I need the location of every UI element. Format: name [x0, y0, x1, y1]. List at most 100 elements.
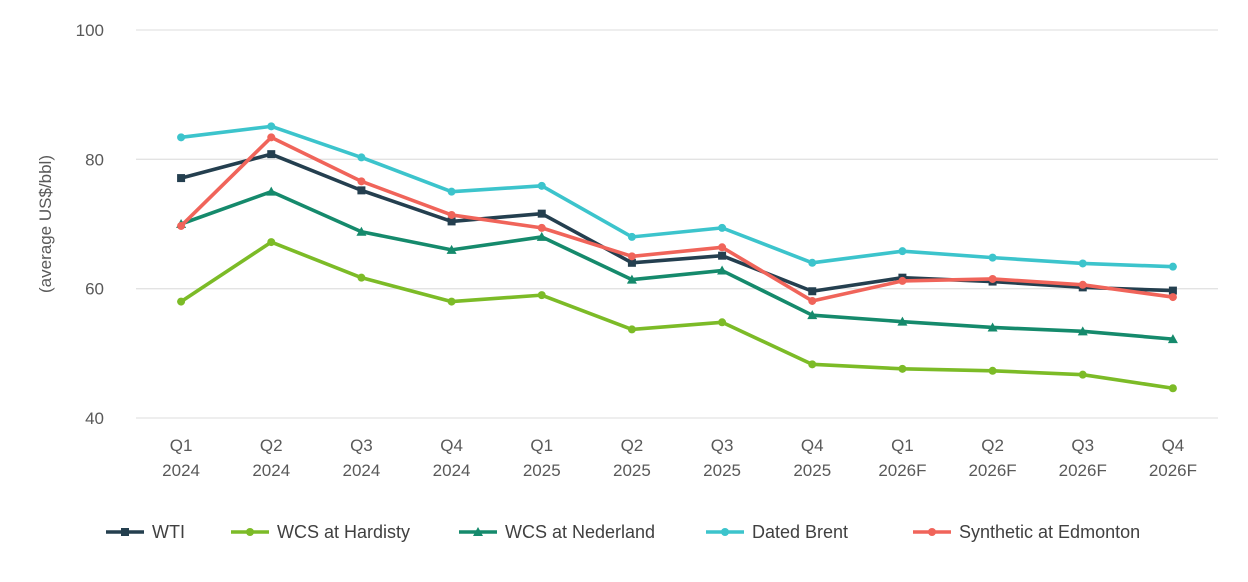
- data-point-wcs-at-hardisty: [808, 360, 817, 369]
- data-point-dated-brent: [627, 232, 636, 241]
- x-tick-label: Q2 2026F: [968, 436, 1016, 480]
- data-point-dated-brent: [357, 153, 366, 162]
- data-point-wcs-at-nederland: [1077, 326, 1088, 336]
- legend-marker: [721, 528, 729, 536]
- y-tick-label: 60: [85, 280, 104, 299]
- data-point-wcs-at-hardisty: [537, 291, 546, 300]
- data-point-wcs-at-hardisty: [357, 273, 366, 282]
- data-point-dated-brent: [267, 122, 276, 131]
- data-point-wcs-at-hardisty: [1078, 370, 1087, 379]
- data-point-synthetic-at-edmonton: [537, 223, 546, 232]
- data-point-synthetic-at-edmonton: [718, 243, 727, 252]
- gridlines: [136, 29, 1218, 419]
- y-tick-label: 80: [85, 150, 104, 169]
- legend-item-wti: WTI: [106, 522, 185, 542]
- data-point-wcs-at-nederland: [536, 231, 547, 241]
- y-axis-ticks: 40 60 80 100: [76, 21, 104, 428]
- data-point-wcs-at-nederland: [626, 274, 637, 284]
- series-wcs-at-nederland: [176, 186, 1178, 344]
- x-tick-label: Q1 2024: [162, 436, 200, 480]
- x-tick-label: Q2 2025: [613, 436, 651, 480]
- series-lines: [176, 122, 1178, 393]
- data-point-synthetic-at-edmonton: [1078, 280, 1087, 289]
- data-point-wcs-at-nederland: [1167, 334, 1178, 344]
- y-axis-label: (average US$/bbl): [36, 155, 55, 293]
- series-line-wti: [179, 152, 1175, 294]
- data-point-wti: [537, 209, 546, 218]
- data-point-wti: [357, 186, 366, 195]
- data-point-synthetic-at-edmonton: [627, 252, 636, 261]
- data-point-wti: [1168, 286, 1177, 295]
- x-tick-label: Q4 2024: [433, 436, 471, 480]
- x-tick-label: Q3 2024: [343, 436, 381, 480]
- legend-label: WTI: [152, 522, 185, 542]
- legend-marker: [121, 528, 129, 536]
- data-point-dated-brent: [1078, 259, 1087, 268]
- data-point-wcs-at-hardisty: [718, 318, 727, 327]
- series-line-synthetic-at-edmonton: [179, 135, 1175, 303]
- data-point-synthetic-at-edmonton: [177, 221, 186, 230]
- x-axis-ticks: Q1 2024 Q2 2024 Q3 2024 Q4 2024 Q1 2025 Q2 2025 Q3 20…: [162, 436, 1197, 480]
- data-point-synthetic-at-edmonton: [1168, 293, 1177, 302]
- x-tick-label: Q1 2026F: [878, 436, 926, 480]
- legend-marker: [473, 527, 483, 536]
- data-point-synthetic-at-edmonton: [808, 296, 817, 305]
- legend-item-synthetic-at-edmonton: Synthetic at Edmonton: [913, 522, 1140, 542]
- legend-item-wcs-at-hardisty: WCS at Hardisty: [231, 522, 410, 542]
- series-line-wcs-at-nederland: [179, 189, 1175, 341]
- x-tick-label: Q4 2025: [793, 436, 831, 480]
- legend-label: Synthetic at Edmonton: [959, 522, 1140, 542]
- data-point-dated-brent: [537, 181, 546, 190]
- data-point-wti: [177, 174, 186, 183]
- x-tick-label: Q1 2025: [523, 436, 561, 480]
- data-point-dated-brent: [447, 187, 456, 196]
- series-line-wcs-at-hardisty: [179, 240, 1175, 391]
- data-point-wti: [267, 150, 276, 159]
- data-point-wti: [808, 287, 817, 296]
- legend-label: Dated Brent: [752, 522, 848, 542]
- y-tick-label: 100: [76, 21, 104, 40]
- series-dated-brent: [177, 122, 1177, 271]
- legend-item-dated-brent: Dated Brent: [706, 522, 848, 542]
- data-point-wcs-at-nederland: [987, 322, 998, 332]
- data-point-synthetic-at-edmonton: [898, 276, 907, 285]
- y-tick-label: 40: [85, 409, 104, 428]
- data-point-wcs-at-nederland: [266, 186, 277, 196]
- data-point-synthetic-at-edmonton: [988, 274, 997, 283]
- x-tick-label: Q3 2025: [703, 436, 741, 480]
- data-point-dated-brent: [177, 133, 186, 142]
- data-point-wcs-at-nederland: [356, 226, 367, 236]
- series-synthetic-at-edmonton: [177, 133, 1177, 305]
- data-point-wcs-at-hardisty: [898, 364, 907, 373]
- data-point-wti: [447, 217, 456, 226]
- x-tick-label: Q4 2026F: [1149, 436, 1197, 480]
- data-point-wti: [627, 258, 636, 267]
- data-point-wcs-at-hardisty: [1168, 384, 1177, 393]
- legend-item-wcs-at-nederland: WCS at Nederland: [459, 522, 655, 542]
- data-point-synthetic-at-edmonton: [357, 177, 366, 186]
- data-point-dated-brent: [1168, 262, 1177, 271]
- data-point-synthetic-at-edmonton: [267, 133, 276, 142]
- data-point-wcs-at-nederland: [807, 310, 818, 320]
- legend-label: WCS at Hardisty: [277, 522, 410, 542]
- data-point-wti: [718, 251, 727, 260]
- data-point-dated-brent: [988, 253, 997, 262]
- data-point-wcs-at-hardisty: [988, 366, 997, 375]
- series-line-dated-brent: [179, 124, 1175, 269]
- legend-marker: [928, 528, 936, 536]
- data-point-wcs-at-nederland: [897, 316, 908, 326]
- legend-marker: [246, 528, 254, 536]
- data-point-wcs-at-nederland: [446, 244, 457, 254]
- series-wcs-at-hardisty: [177, 238, 1177, 393]
- legend-label: WCS at Nederland: [505, 522, 655, 542]
- data-point-dated-brent: [898, 247, 907, 256]
- data-point-dated-brent: [718, 223, 727, 232]
- data-point-wcs-at-hardisty: [267, 238, 276, 247]
- legend: WTI WCS at Hardisty WCS at Nederland Dated …: [106, 522, 1140, 542]
- data-point-wcs-at-nederland: [717, 265, 728, 275]
- data-point-dated-brent: [808, 258, 817, 267]
- data-point-wcs-at-hardisty: [177, 297, 186, 306]
- data-point-wcs-at-hardisty: [447, 297, 456, 306]
- x-tick-label: Q2 2024: [252, 436, 290, 480]
